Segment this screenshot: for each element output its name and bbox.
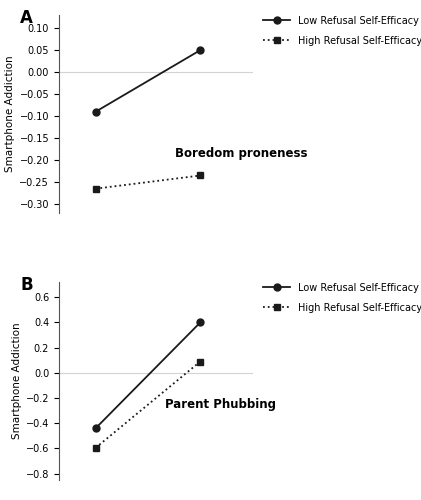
Legend: Low Refusal Self-Efficacy, High Refusal Self-Efficacy: Low Refusal Self-Efficacy, High Refusal … [263,283,421,314]
Text: Boredom proneness: Boredom proneness [175,147,308,160]
Legend: Low Refusal Self-Efficacy, High Refusal Self-Efficacy: Low Refusal Self-Efficacy, High Refusal … [263,16,421,46]
Y-axis label: Smartphone Addiction: Smartphone Addiction [11,323,21,440]
Text: Parent Phubbing: Parent Phubbing [165,398,277,411]
Y-axis label: Smartphone Addiction: Smartphone Addiction [5,56,15,172]
Text: A: A [20,9,33,27]
Text: B: B [20,276,33,294]
